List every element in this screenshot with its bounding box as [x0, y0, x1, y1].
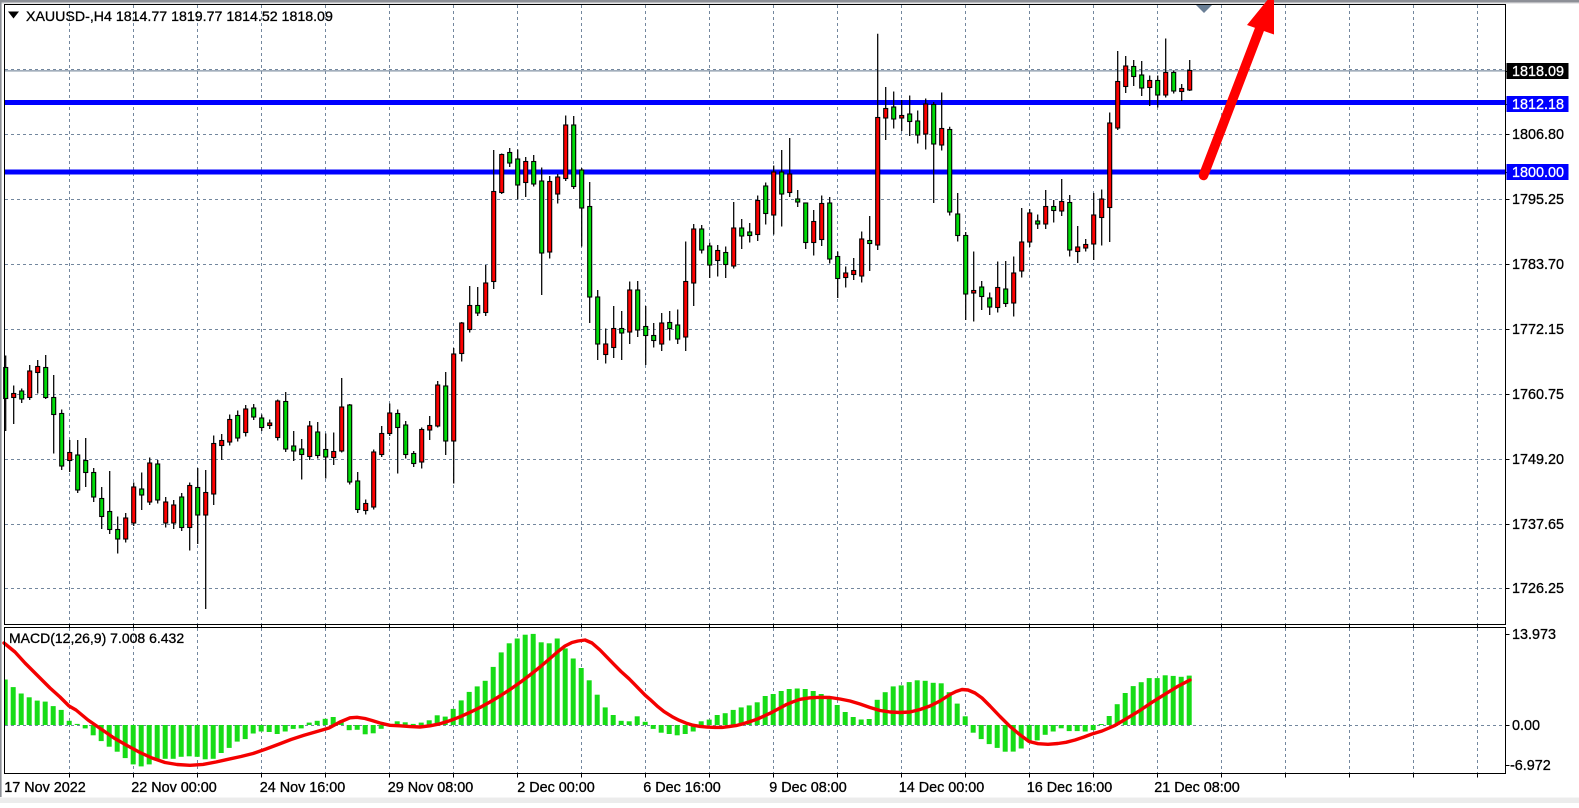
svg-text:XAUUSD-,H4 1814.77 1819.77 18: XAUUSD-,H4 1814.77 1819.77 1814.52 1818.… [26, 9, 333, 25]
svg-text:1749.20: 1749.20 [1512, 452, 1564, 468]
svg-text:1737.65: 1737.65 [1512, 517, 1564, 533]
svg-text:16 Dec 16:00: 16 Dec 16:00 [1027, 780, 1113, 796]
svg-text:1760.75: 1760.75 [1512, 387, 1564, 403]
svg-text:0.00: 0.00 [1512, 718, 1540, 734]
svg-text:9 Dec 08:00: 9 Dec 08:00 [769, 780, 847, 796]
svg-text:1726.25: 1726.25 [1512, 581, 1564, 597]
svg-text:21 Dec 08:00: 21 Dec 08:00 [1154, 780, 1240, 796]
svg-text:1772.15: 1772.15 [1512, 322, 1564, 338]
svg-text:MACD(12,26,9) 7.008 6.432: MACD(12,26,9) 7.008 6.432 [9, 630, 184, 646]
svg-text:1800.00: 1800.00 [1512, 165, 1564, 181]
svg-text:1812.18: 1812.18 [1512, 97, 1564, 113]
svg-text:-6.972: -6.972 [1510, 758, 1551, 774]
svg-text:1818.09: 1818.09 [1512, 64, 1564, 80]
svg-text:14 Dec 00:00: 14 Dec 00:00 [899, 780, 985, 796]
svg-text:22 Nov 00:00: 22 Nov 00:00 [131, 780, 217, 796]
svg-text:17 Nov 2022: 17 Nov 2022 [4, 780, 86, 796]
svg-text:6 Dec 16:00: 6 Dec 16:00 [643, 780, 721, 796]
svg-text:29 Nov 08:00: 29 Nov 08:00 [388, 780, 474, 796]
svg-text:1806.80: 1806.80 [1512, 127, 1564, 143]
svg-text:13.973: 13.973 [1512, 627, 1556, 643]
svg-text:24 Nov 16:00: 24 Nov 16:00 [260, 780, 346, 796]
svg-text:2 Dec 00:00: 2 Dec 00:00 [517, 780, 595, 796]
svg-text:1783.70: 1783.70 [1512, 257, 1564, 273]
svg-text:1795.25: 1795.25 [1512, 192, 1564, 208]
